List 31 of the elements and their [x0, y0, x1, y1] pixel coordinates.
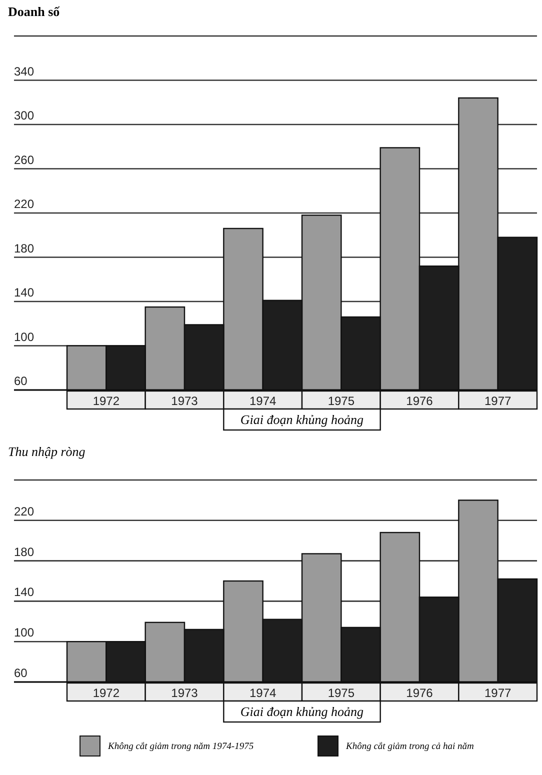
y-tick-label: 60: [14, 374, 28, 388]
y-tick-label: 180: [14, 544, 34, 559]
y-tick-label: 140: [14, 286, 34, 300]
y-tick-label: 180: [14, 241, 34, 256]
x-tick-label: 1976: [406, 394, 434, 408]
x-tick-label: 1974: [249, 394, 277, 408]
x-tick-label: 1975: [328, 686, 355, 700]
y-tick-label: 340: [14, 64, 34, 78]
y-tick-label: 300: [14, 108, 34, 122]
legend-label: Không cắt giảm trong năm 1974-1975: [107, 742, 254, 752]
x-tick-label: 1975: [328, 394, 355, 408]
x-tick-label: 1973: [171, 686, 198, 700]
y-tick-label: 100: [14, 330, 34, 344]
x-tick-label: 1973: [171, 394, 198, 408]
x-tick-label: 1974: [249, 686, 277, 700]
y-tick-label: 260: [14, 152, 34, 167]
y-tick-label: 140: [14, 585, 34, 600]
x-tick-label: 1976: [406, 686, 434, 700]
text: Giai đoạn khủng hoảng: [240, 704, 364, 719]
y-tick-label: 100: [14, 626, 34, 640]
chart-title: Doanh số: [8, 4, 60, 19]
y-tick-label: 60: [14, 666, 28, 680]
y-tick-label: 220: [14, 504, 34, 518]
y-tick-label: 220: [14, 197, 34, 211]
legend-label: Không cắt giảm trong cả hai năm: [345, 742, 474, 752]
x-tick-label: 1977: [484, 686, 512, 700]
x-tick-label: 1972: [92, 686, 120, 700]
x-tick-label: 1972: [92, 394, 120, 408]
x-tick-label: 1977: [484, 394, 512, 408]
chart-title: Thu nhập ròng: [8, 444, 86, 459]
text: Giai đoạn khủng hoảng: [240, 412, 364, 427]
